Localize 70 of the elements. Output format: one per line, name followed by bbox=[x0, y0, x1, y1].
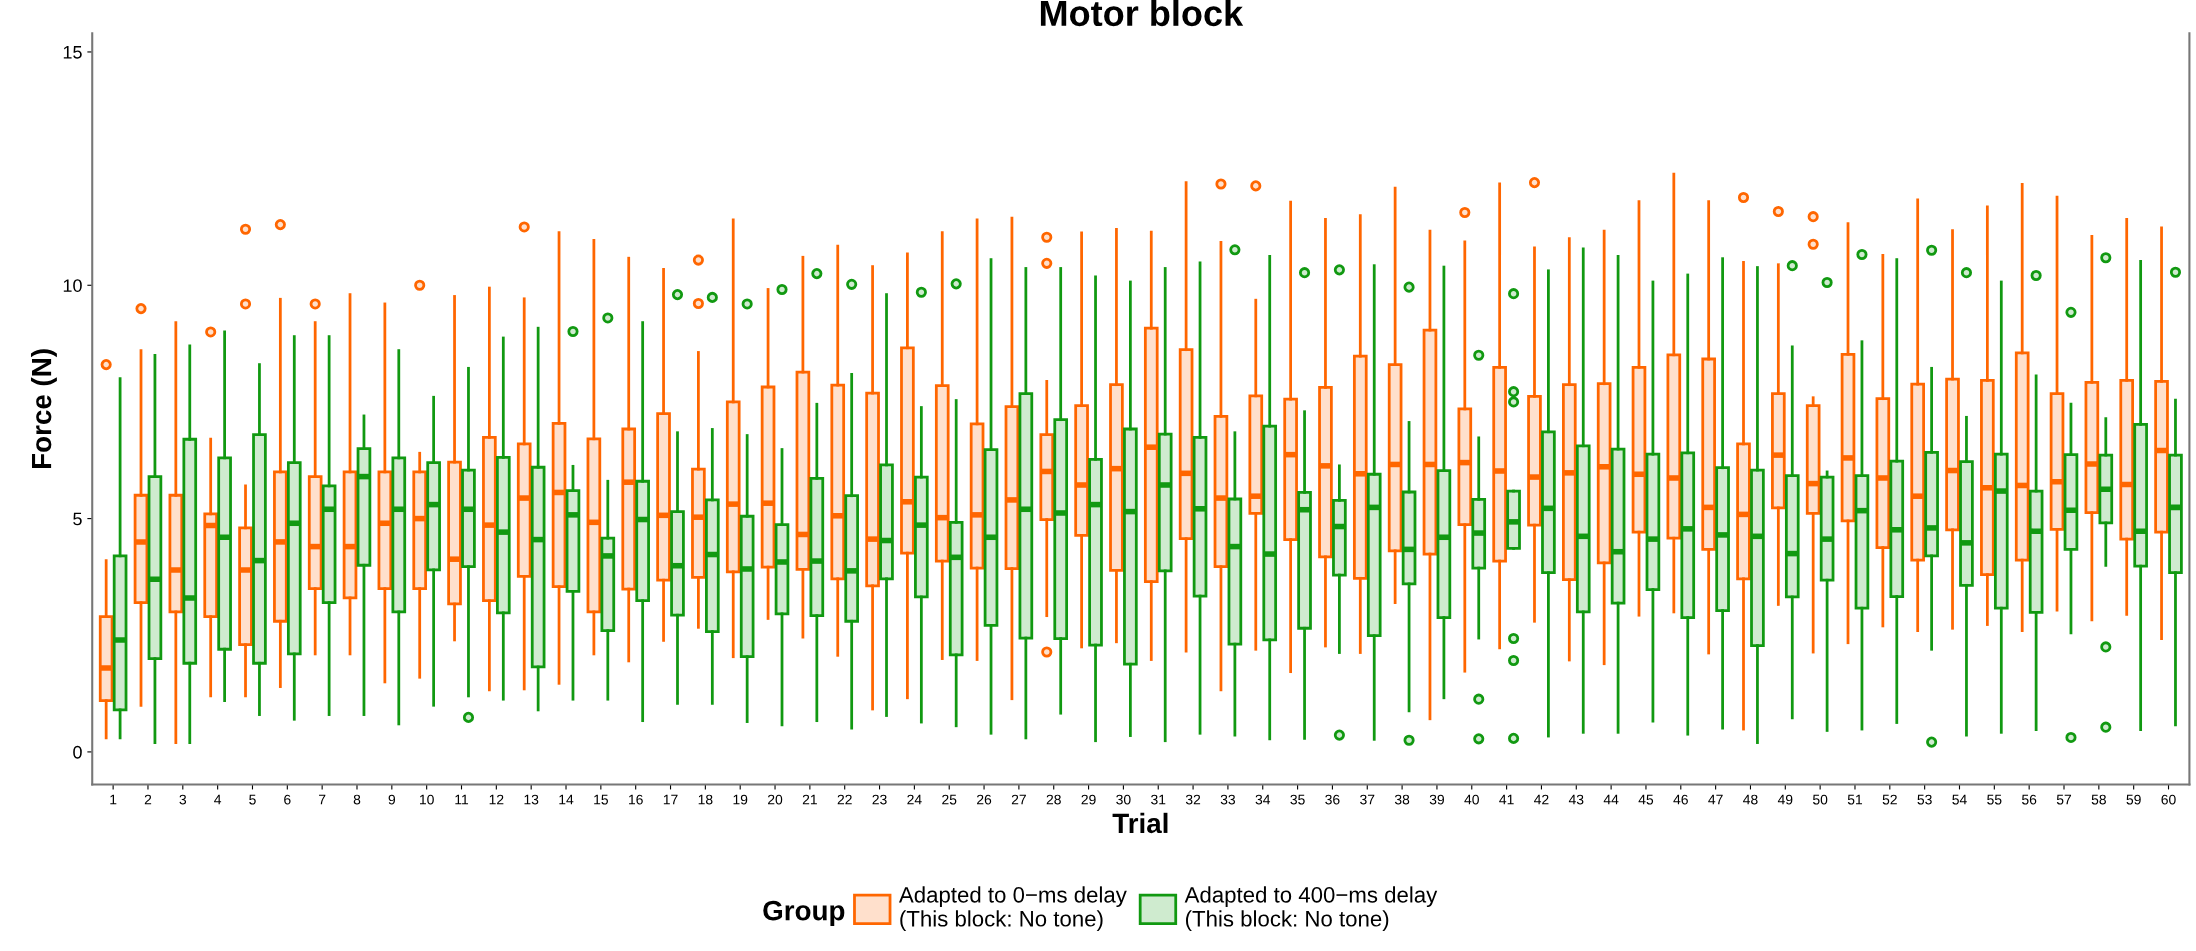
x-tick-label: 60 bbox=[2161, 794, 2176, 805]
x-tick-label: 6 bbox=[284, 794, 291, 805]
y-tick-label: 0 bbox=[73, 745, 82, 759]
y-tick-label: 15 bbox=[63, 46, 82, 59]
x-tick-label: 23 bbox=[872, 794, 887, 805]
chart-title: Motor block bbox=[1040, 0, 1244, 27]
x-tick-label: 9 bbox=[388, 794, 396, 805]
x-tick-label: 18 bbox=[698, 794, 713, 805]
x-tick-label: 3 bbox=[179, 794, 187, 805]
x-tick-label: 34 bbox=[1255, 794, 1271, 805]
x-tick-label: 11 bbox=[455, 794, 469, 805]
x-tick-label: 20 bbox=[768, 794, 783, 805]
x-tick-label: 26 bbox=[977, 794, 992, 805]
x-tick-label: 14 bbox=[559, 794, 574, 805]
legend-title: Group bbox=[763, 900, 845, 926]
x-tick-label: 22 bbox=[837, 794, 852, 805]
x-tick-label: 33 bbox=[1220, 794, 1236, 805]
x-tick-label: 28 bbox=[1046, 794, 1061, 805]
x-tick-label: 44 bbox=[1603, 794, 1619, 805]
x-tick-label: 40 bbox=[1464, 794, 1479, 805]
y-tick-label: 5 bbox=[73, 512, 82, 526]
x-tick-label: 8 bbox=[353, 794, 361, 805]
x-tick-label: 29 bbox=[1081, 794, 1096, 805]
x-tick-label: 50 bbox=[1812, 794, 1828, 805]
x-tick-label: 13 bbox=[524, 794, 539, 805]
x-tick-label: 31 bbox=[1151, 794, 1166, 805]
x-tick-label: 25 bbox=[942, 794, 957, 805]
x-tick-label: 57 bbox=[2056, 794, 2072, 805]
legend-label: Adapted to 0−ms delay (This block: No tone) bbox=[898, 886, 1127, 931]
legend-label: Adapted to 400−ms delay (This block: No tone) bbox=[1184, 886, 1438, 931]
x-tick-label: 52 bbox=[1882, 794, 1897, 805]
x-tick-label: 35 bbox=[1290, 794, 1305, 805]
x-tick-label: 17 bbox=[663, 794, 678, 805]
x-tick-label: 42 bbox=[1534, 794, 1549, 805]
x-tick-label: 4 bbox=[214, 794, 222, 805]
x-tick-label: 16 bbox=[629, 794, 643, 805]
x-tick-label: 12 bbox=[489, 794, 504, 805]
x-tick-label: 5 bbox=[249, 794, 256, 805]
x-tick-label: 56 bbox=[2021, 794, 2037, 805]
x-tick-label: 30 bbox=[1116, 794, 1131, 805]
x-axis-title: Trial bbox=[1112, 812, 1168, 834]
x-tick-label: 45 bbox=[1638, 794, 1654, 805]
x-tick-label: 15 bbox=[594, 794, 608, 805]
x-tick-label: 54 bbox=[1952, 794, 1967, 805]
x-tick-label: 32 bbox=[1185, 794, 1201, 805]
x-tick-label: 21 bbox=[802, 794, 817, 805]
y-axis-title: Force (N) bbox=[30, 349, 57, 469]
x-tick-label: 37 bbox=[1360, 794, 1375, 805]
x-tick-label: 46 bbox=[1673, 794, 1688, 805]
x-tick-label: 48 bbox=[1743, 794, 1758, 805]
x-tick-label: 2 bbox=[144, 794, 152, 805]
x-tick-label: 47 bbox=[1708, 794, 1723, 805]
x-tick-label: 58 bbox=[2091, 794, 2106, 805]
x-tick-label: 41 bbox=[1499, 794, 1514, 805]
x-tick-label: 1 bbox=[110, 794, 117, 805]
x-tick-label: 10 bbox=[420, 794, 434, 805]
x-tick-label: 51 bbox=[1847, 794, 1863, 805]
x-tick-label: 27 bbox=[1011, 794, 1026, 805]
x-tick-label: 38 bbox=[1394, 794, 1410, 805]
x-tick-label: 53 bbox=[1917, 794, 1932, 805]
x-tick-label: 19 bbox=[733, 794, 748, 805]
x-tick-label: 55 bbox=[1987, 794, 2002, 805]
x-tick-label: 39 bbox=[1429, 794, 1444, 805]
x-tick-label: 36 bbox=[1325, 794, 1340, 805]
y-tick-label: 10 bbox=[63, 279, 82, 292]
x-tick-label: 24 bbox=[907, 794, 922, 805]
x-tick-label: 59 bbox=[2126, 794, 2141, 805]
x-tick-label: 49 bbox=[1777, 794, 1793, 805]
x-tick-label: 7 bbox=[319, 794, 326, 805]
x-tick-label: 43 bbox=[1568, 794, 1584, 805]
